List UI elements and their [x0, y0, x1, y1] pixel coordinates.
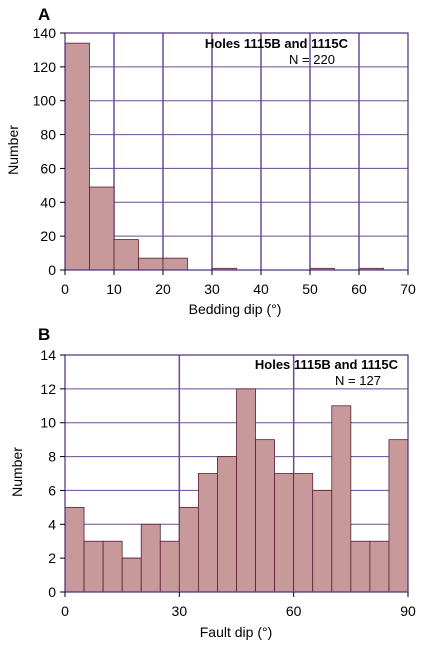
- annotation-title-a: Holes 1115B and 1115C: [205, 36, 349, 51]
- annotation-title-b: Holes 1115B and 1115C: [255, 357, 399, 372]
- y-tick-label-b: 8: [48, 449, 56, 465]
- x-tick-label-a: 20: [155, 281, 171, 297]
- y-tick-label-b: 6: [48, 482, 56, 498]
- x-tick-label-b: 30: [172, 603, 188, 619]
- y-tick-label-a: 120: [33, 59, 57, 75]
- x-tick-label-a: 50: [302, 281, 318, 297]
- x-axis-label-b: Fault dip (°): [200, 624, 273, 640]
- x-axis-label-a: Bedding dip (°): [189, 301, 282, 317]
- plot-frame-b: [64, 354, 409, 593]
- y-tick-label-b: 12: [40, 381, 56, 397]
- x-tick-label-a: 30: [204, 281, 220, 297]
- bar-b-10: [255, 439, 276, 593]
- bar-b-14: [331, 405, 352, 593]
- bar-b-0: [64, 506, 85, 593]
- y-tick-label-a: 0: [48, 262, 56, 278]
- y-axis-label-b: Number: [9, 447, 25, 497]
- bar-a-0: [64, 42, 90, 271]
- bar-b-12: [293, 473, 314, 593]
- annotation-n-a: N = 220: [289, 52, 335, 67]
- x-tick-label-b: 90: [400, 603, 416, 619]
- y-tick-label-b: 2: [48, 550, 56, 566]
- bar-b-16: [369, 540, 390, 593]
- axes-a: 0 20 40 60 80 100 120 140 0 10 20 30 40 50 60 70: [33, 25, 416, 297]
- bar-b-17: [388, 439, 409, 593]
- y-tick-label-b: 10: [40, 415, 56, 431]
- x-tick-label-b: 60: [286, 603, 302, 619]
- y-tick-label-b: 0: [48, 584, 56, 600]
- annotation-n-b: N = 127: [335, 373, 381, 388]
- y-tick-label-a: 140: [33, 25, 57, 41]
- bar-b-13: [312, 490, 333, 593]
- bar-b-7: [197, 473, 218, 593]
- plot-frame-a: [64, 32, 409, 271]
- y-tick-label-a: 80: [40, 127, 56, 143]
- bars-b: [64, 388, 409, 593]
- bars-a: [64, 42, 384, 271]
- x-tick-label-a: 60: [351, 281, 367, 297]
- y-tick-label-a: 60: [40, 160, 56, 176]
- bar-b-8: [217, 456, 237, 593]
- bar-a-1: [89, 186, 115, 271]
- bar-b-2: [102, 540, 123, 593]
- x-tick-label-a: 0: [61, 281, 69, 297]
- grid-a: [65, 33, 408, 270]
- bar-b-9: [236, 388, 256, 593]
- y-tick-label-b: 4: [48, 516, 56, 532]
- y-tick-label-a: 20: [40, 228, 56, 244]
- bar-b-1: [83, 540, 104, 593]
- panel-letter-b: B: [38, 325, 50, 344]
- y-tick-label-b: 14: [40, 347, 56, 363]
- panel-a: 0 20 40 60 80 100 120 140 0 10 20 30 40 50 60 70 A Numb…: [5, 5, 416, 317]
- bar-b-11: [274, 473, 295, 593]
- x-tick-label-a: 40: [253, 281, 269, 297]
- y-axis-label-a: Number: [5, 125, 21, 175]
- bar-a-3: [138, 257, 164, 271]
- bar-b-5: [159, 540, 180, 593]
- y-tick-label-a: 100: [33, 93, 57, 109]
- x-tick-label-a: 10: [106, 281, 122, 297]
- panel-letter-a: A: [38, 5, 50, 24]
- bar-b-15: [350, 540, 371, 593]
- bar-a-2: [113, 239, 139, 271]
- axes-b: 0 2 4 6 8 10 12 14 0 30 60 90: [40, 347, 416, 619]
- x-tick-label-a: 70: [400, 281, 416, 297]
- x-tick-label-b: 0: [61, 603, 69, 619]
- bar-b-3: [121, 557, 142, 593]
- panel-b: 0 2 4 6 8 10 12 14 0 30 60 90 B Number Fault dip (°…: [9, 325, 416, 640]
- bar-a-4: [162, 257, 188, 271]
- y-tick-label-a: 40: [40, 194, 56, 210]
- bar-b-6: [178, 506, 199, 593]
- bar-b-4: [140, 523, 161, 593]
